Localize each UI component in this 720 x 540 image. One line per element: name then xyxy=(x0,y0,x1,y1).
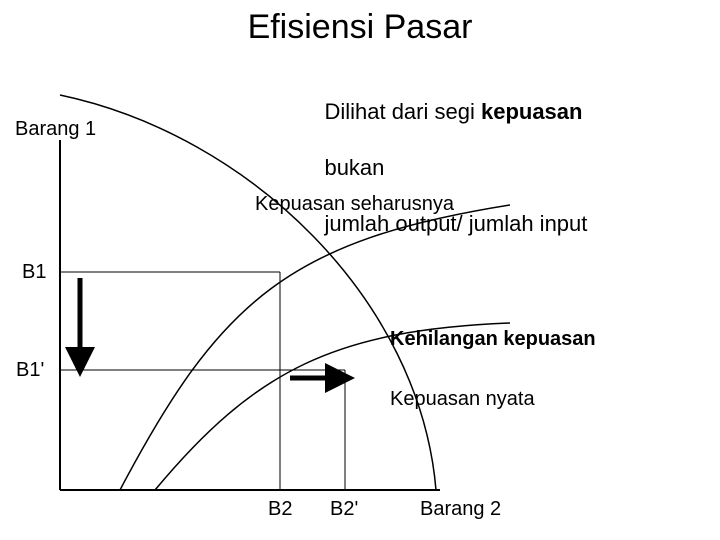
diagram-svg xyxy=(0,0,720,540)
diagram-stage: Efisiensi Pasar Dilihat dari segi kepuas… xyxy=(0,0,720,540)
